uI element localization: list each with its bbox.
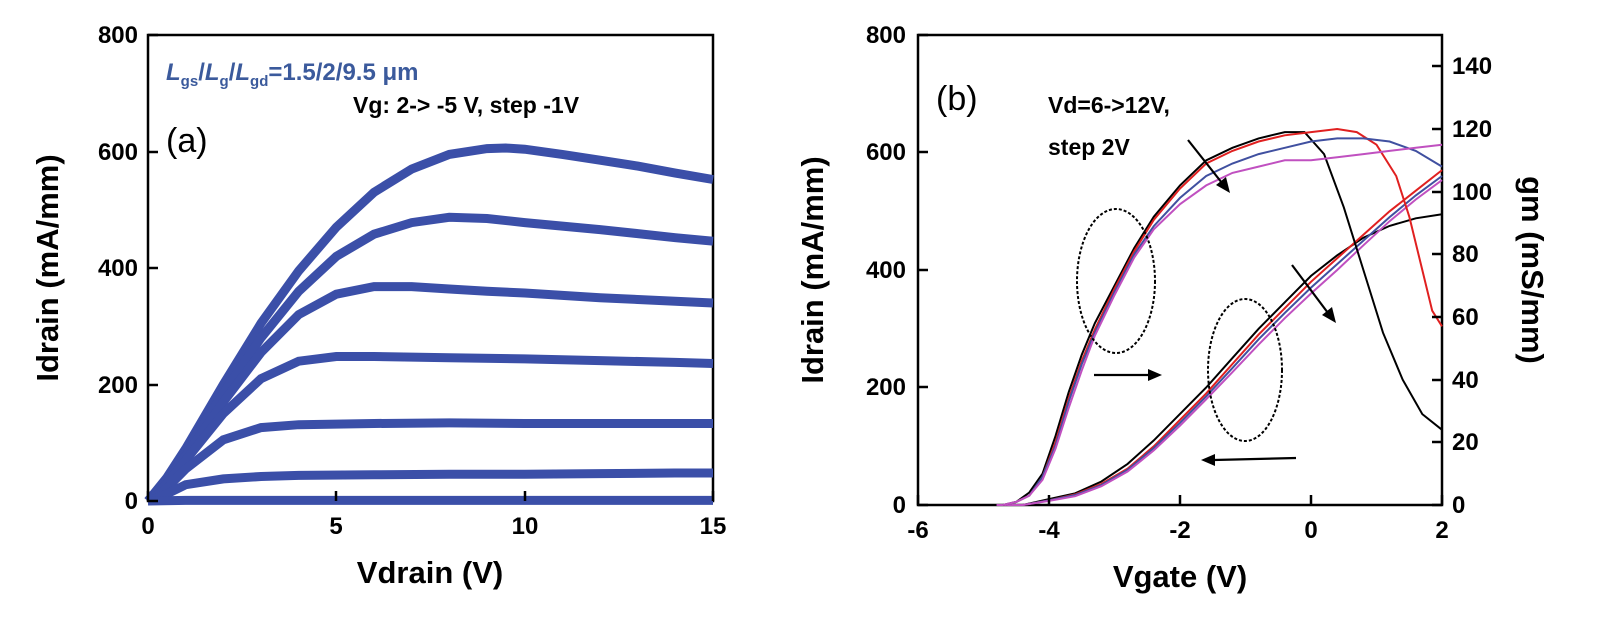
panel-b-curves xyxy=(996,127,1443,506)
a-x-axis-label: Vdrain (V) xyxy=(357,555,503,590)
geom-sub-gs: gs xyxy=(181,73,199,90)
b-annotation-line-2: step 2V xyxy=(1048,134,1130,160)
b-ytick-label-4: 800 xyxy=(866,22,906,49)
b-idrain-curve-0 xyxy=(996,213,1443,506)
a-xtick-label-0: 0 xyxy=(141,513,154,540)
b-y-axis-label: Idrain (mA/mm) xyxy=(795,156,830,383)
arrow-right-to-gm-axis xyxy=(1094,369,1162,381)
b-xtick-label-3: 0 xyxy=(1304,517,1317,544)
a-xtick-label-1: 5 xyxy=(329,513,342,540)
panel-b-y-ticks: 0 200 400 600 800 xyxy=(866,22,928,519)
b-xtick-label-0: -6 xyxy=(907,517,928,544)
b-ytick-label-3: 600 xyxy=(866,139,906,166)
a-geometry-annotation: Lgs/Lg/Lgd=1.5/2/9.5 μm xyxy=(166,59,419,90)
b-xtick-label-2: -2 xyxy=(1169,517,1190,544)
a-ytick-label-4: 800 xyxy=(98,22,138,49)
a-bias-annotation: Vg: 2-> -5 V, step -1V xyxy=(353,92,580,118)
geom-sub-gd: gd xyxy=(250,73,268,90)
b-y2tick-label-3: 60 xyxy=(1452,304,1479,331)
b-y2tick-label-6: 120 xyxy=(1452,116,1492,143)
b-y2tick-label-4: 80 xyxy=(1452,241,1479,268)
geom-sep2: / xyxy=(229,59,236,86)
b-panel-label: (b) xyxy=(936,80,978,118)
arrow-left-to-idrain-axis xyxy=(1201,454,1297,466)
a-ytick-label-1: 200 xyxy=(98,372,138,399)
a-ytick-label-3: 600 xyxy=(98,139,138,166)
geom-L2: L xyxy=(205,59,220,86)
b-gm-curve-3 xyxy=(1002,143,1443,506)
a-ytick-label-0: 0 xyxy=(125,488,138,515)
b-idrain-curve-2 xyxy=(996,175,1443,506)
b-xtick-label-1: -4 xyxy=(1038,517,1060,544)
panel-a-x-ticks: 0 5 10 15 xyxy=(141,491,726,540)
b-y2tick-label-2: 40 xyxy=(1452,367,1479,394)
arrow-vd-direction-idrain xyxy=(1291,264,1336,323)
arrow-vd-direction-gm xyxy=(1187,139,1230,193)
a-curve-series-3 xyxy=(144,352,714,505)
b-y2tick-label-1: 20 xyxy=(1452,429,1479,456)
b-y2tick-label-0: 0 xyxy=(1452,492,1465,519)
panel-a-curves xyxy=(144,143,714,506)
b-gm-curve-0 xyxy=(1002,131,1443,506)
a-curve-series-0 xyxy=(144,143,714,504)
geom-L1: L xyxy=(166,59,181,86)
a-curve-series-2 xyxy=(144,282,714,505)
panel-b-y2-ticks: 0 20 40 60 80 100 120 140 xyxy=(1432,53,1492,519)
b-x-axis-label: Vgate (V) xyxy=(1113,559,1247,594)
gm-curve-group-ellipse xyxy=(1076,208,1156,354)
b-gm-curve-2 xyxy=(1002,137,1443,506)
b-y2tick-label-7: 140 xyxy=(1452,53,1492,80)
panel-b-x-ticks: -6 -4 -2 0 2 xyxy=(907,495,1449,544)
b-xtick-label-4: 2 xyxy=(1435,517,1448,544)
geom-suffix: =1.5/2/9.5 μm xyxy=(268,59,418,86)
panel-a-y-ticks: 0 200 400 600 800 xyxy=(98,22,158,515)
panel-b: -6 -4 -2 0 2 0 200 400 600 800 xyxy=(795,22,1550,594)
a-curve-series-4 xyxy=(145,418,713,505)
b-idrain-curve-3 xyxy=(996,179,1443,506)
a-curve-series-5 xyxy=(146,468,713,506)
b-annotation-line-1: Vd=6->12V, xyxy=(1048,92,1170,118)
a-panel-label: (a) xyxy=(166,122,208,160)
b-y2tick-label-5: 100 xyxy=(1452,179,1492,206)
geom-sep1: / xyxy=(198,59,205,86)
b-y2-axis-label: gm (mS/mm) xyxy=(1515,176,1550,364)
b-idrain-curve-1 xyxy=(996,169,1443,506)
panel-a: 0 5 10 15 0 200 400 600 800 Vdrain (V) I… xyxy=(30,22,726,590)
b-ytick-label-1: 200 xyxy=(866,374,906,401)
idrain-curve-group-ellipse xyxy=(1207,298,1283,442)
b-ytick-label-2: 400 xyxy=(866,257,906,284)
a-y-axis-label: Idrain (mA/mm) xyxy=(30,154,65,381)
geom-sub-g: g xyxy=(220,73,229,90)
a-curve-series-6 xyxy=(147,495,713,506)
geom-L3: L xyxy=(235,59,250,86)
a-xtick-label-3: 15 xyxy=(700,513,727,540)
b-ytick-label-0: 0 xyxy=(893,492,906,519)
a-xtick-label-2: 10 xyxy=(512,513,539,540)
a-ytick-label-2: 400 xyxy=(98,255,138,282)
